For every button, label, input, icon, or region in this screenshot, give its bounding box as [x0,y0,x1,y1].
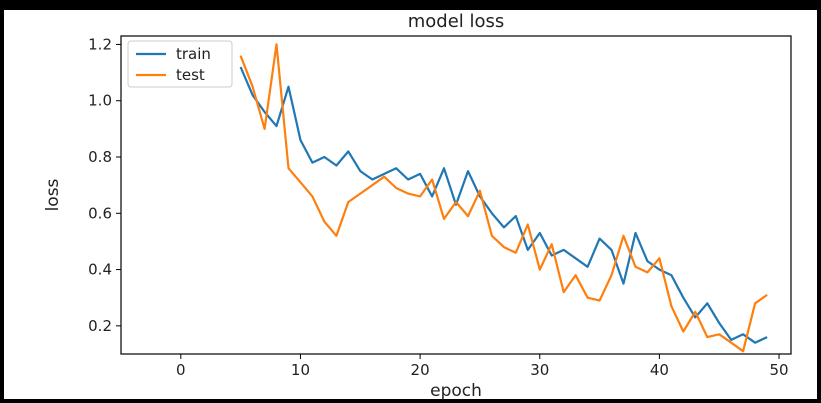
legend-label-test: test [176,66,205,84]
x-tick-label: 40 [650,361,669,379]
series-layer [239,43,768,353]
legend-label-train: train [176,45,211,63]
y-tick-label: 0.8 [88,148,112,166]
x-tick-label: 0 [176,361,186,379]
y-tick-label: 0.4 [88,261,112,279]
x-tick-label: 30 [530,361,549,379]
y-tick-label: 1.2 [88,35,112,53]
y-tick-label: 1.0 [88,92,112,110]
x-axis-ticks: 0 10 20 30 40 50 [176,354,789,379]
chart-title: model loss [408,11,505,32]
legend: train test [127,40,233,88]
x-tick-label: 50 [769,361,788,379]
x-tick-label: 20 [411,361,430,379]
x-tick-label: 10 [291,361,310,379]
series-line-test [239,43,768,353]
y-tick-label: 0.6 [88,204,112,222]
plot-area [120,35,792,355]
y-axis-label: loss [43,178,63,211]
y-axis-ticks: 0.2 0.4 0.6 0.8 1.0 1.2 [88,35,121,335]
y-tick-label: 0.2 [88,317,112,335]
series-line-train [239,66,768,344]
x-axis-label: epoch [430,381,482,401]
